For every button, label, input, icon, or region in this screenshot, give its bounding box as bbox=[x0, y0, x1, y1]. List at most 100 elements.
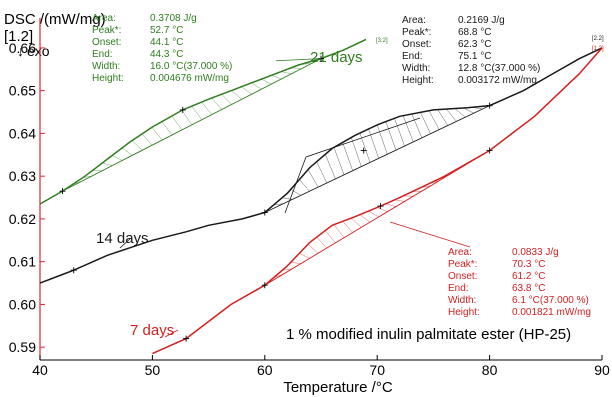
exo-arrow-icon: ↓ bbox=[17, 43, 24, 59]
annotation-7-days: Area: 0.0833 J/g Peak*: 70.3 °C Onset: 6… bbox=[448, 247, 591, 318]
series-line-14-days bbox=[39, 47, 603, 284]
data-marker bbox=[59, 188, 66, 195]
peak-area-hatch bbox=[281, 71, 292, 75]
peak-area-hatch bbox=[385, 203, 397, 207]
x-axis-title: Temperature /°C bbox=[283, 379, 393, 396]
ann-value: 44.3 °C bbox=[150, 49, 183, 60]
peak-area-hatch bbox=[385, 121, 397, 151]
series-label-21-days: 21 days bbox=[310, 49, 363, 66]
peak-area-hatch bbox=[221, 94, 232, 105]
ann-value: 0.003172 mW/mg bbox=[458, 75, 537, 86]
peak-area-hatch bbox=[151, 127, 163, 141]
peak-area-hatch bbox=[394, 118, 405, 147]
ann-value: 44.1 °C bbox=[150, 37, 183, 48]
ann-value: 61.2 °C bbox=[512, 271, 545, 282]
peak-area-hatch bbox=[201, 101, 212, 115]
ann-label: Width: bbox=[92, 61, 120, 72]
peak-area-hatch bbox=[299, 253, 310, 259]
ann-label: Area: bbox=[448, 247, 472, 258]
ann-label: End: bbox=[92, 49, 113, 60]
peak-area-hatch bbox=[316, 161, 328, 184]
x-tick-label: 40 bbox=[32, 362, 48, 378]
peak-area-hatch bbox=[446, 108, 457, 122]
peak-area-hatch bbox=[351, 137, 362, 167]
ann-label: Width: bbox=[402, 63, 430, 74]
ann-label: Onset: bbox=[92, 37, 121, 48]
ann-label: End: bbox=[402, 51, 423, 62]
ann-label: Width: bbox=[448, 295, 476, 306]
peak-area-hatch bbox=[359, 214, 371, 223]
y-tick-label: 0.66 bbox=[9, 40, 36, 56]
x-tick-label: 90 bbox=[594, 362, 610, 378]
ann-label: Onset: bbox=[448, 271, 477, 282]
peak-area-hatch bbox=[121, 147, 133, 156]
peak-area-hatch bbox=[181, 110, 193, 125]
data-marker bbox=[70, 267, 77, 274]
peak-area-hatch bbox=[102, 162, 113, 166]
peak-area-hatch bbox=[171, 115, 183, 131]
data-marker bbox=[360, 147, 367, 154]
peak-area-hatch bbox=[251, 82, 262, 90]
y-tick-label: 0.64 bbox=[9, 125, 36, 141]
y-scale-note: [1.2] bbox=[4, 28, 33, 45]
peak-area-hatch bbox=[351, 217, 362, 228]
peak-area-hatch bbox=[112, 155, 123, 161]
ann-value: 0.004676 mW/mg bbox=[150, 73, 229, 84]
peak-area-hatch bbox=[454, 108, 466, 118]
leader-line-21-days bbox=[276, 58, 322, 62]
peak-area-hatch bbox=[282, 268, 293, 271]
ann-label: Height: bbox=[402, 75, 434, 86]
data-marker bbox=[486, 147, 493, 154]
ann-value: 68.8 °C bbox=[458, 27, 491, 38]
exo-label: exo bbox=[27, 43, 50, 59]
series-line-21-days bbox=[39, 38, 367, 205]
series-line-7-days bbox=[152, 47, 603, 355]
peak-area-hatch bbox=[211, 97, 222, 110]
ann-label: End: bbox=[448, 283, 469, 294]
y-tick-label: 0.62 bbox=[9, 211, 36, 227]
peak-area-hatch bbox=[131, 140, 143, 151]
ann-value: 0.001821 mW/mg bbox=[512, 307, 591, 318]
chart-title: 1 % modified inulin palmitate ester (HP-… bbox=[286, 326, 571, 343]
ann-label: Peak*: bbox=[402, 27, 431, 38]
ann-value: 0.2169 J/g bbox=[458, 15, 505, 26]
peak-area-hatch bbox=[428, 110, 440, 130]
data-marker bbox=[377, 203, 384, 210]
baseline-7-days bbox=[264, 150, 490, 286]
x-tick-label: 70 bbox=[369, 362, 385, 378]
ann-value: 0.3708 J/g bbox=[150, 13, 197, 24]
leader-line-14-days bbox=[284, 117, 421, 214]
peak-area-hatch bbox=[342, 221, 353, 233]
peak-area-hatch bbox=[316, 237, 327, 249]
ann-value: 6.1 °C(37.000 %) bbox=[512, 295, 589, 306]
peak-area-hatch bbox=[437, 109, 449, 126]
leader-line-14-days-label bbox=[119, 237, 132, 249]
peak-area-hatch bbox=[241, 86, 252, 95]
peak-area-hatch bbox=[299, 179, 310, 192]
data-marker bbox=[261, 282, 268, 289]
data-marker bbox=[183, 335, 190, 342]
peak-area-hatch bbox=[231, 90, 242, 100]
y-tick-label: 0.60 bbox=[9, 296, 36, 312]
peak-area-hatch bbox=[290, 262, 301, 264]
peak-area-hatch bbox=[402, 115, 414, 143]
ann-value: 16.0 °C(37.000 %) bbox=[150, 61, 232, 72]
peak-area-hatch bbox=[273, 203, 284, 206]
series-label-14-days: 14 days bbox=[96, 230, 149, 247]
ann-label: Height: bbox=[448, 307, 480, 318]
peak-area-hatch bbox=[261, 78, 272, 85]
peak-area-hatch bbox=[271, 75, 282, 80]
leader-line-7-days bbox=[389, 221, 471, 248]
ann-label: Peak*: bbox=[92, 25, 121, 36]
data-marker bbox=[486, 102, 493, 109]
baseline-14-days bbox=[264, 105, 490, 213]
ann-value: 0.0833 J/g bbox=[512, 247, 559, 258]
peak-area-hatch bbox=[342, 142, 353, 171]
peak-area-hatch bbox=[463, 107, 474, 114]
peak-area-hatch bbox=[333, 224, 345, 238]
ann-label: Peak*: bbox=[448, 259, 477, 270]
ann-value: 75.1 °C bbox=[458, 51, 491, 62]
peak-area-hatch bbox=[161, 121, 173, 136]
peak-area-hatch bbox=[191, 106, 203, 120]
